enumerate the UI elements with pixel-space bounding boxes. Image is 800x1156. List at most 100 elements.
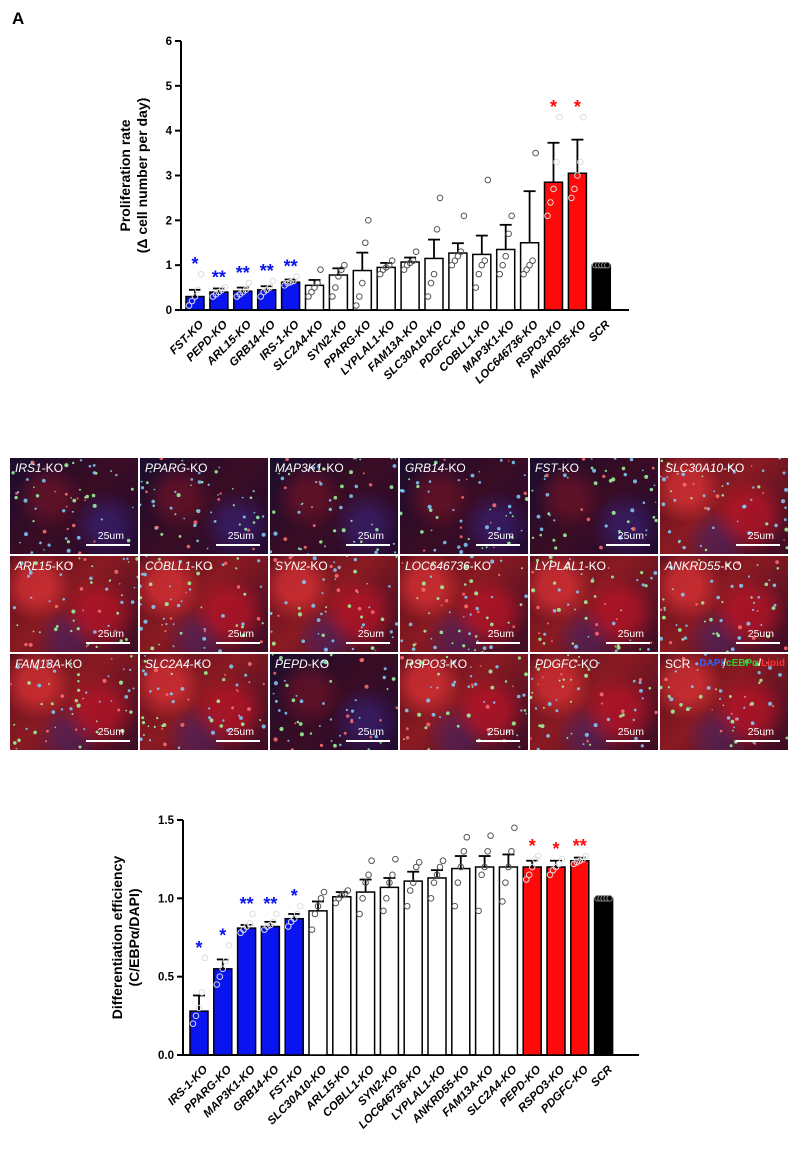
bar: [522, 866, 542, 1056]
scale-label: 25um: [747, 726, 774, 738]
tile-label: MAP3K1-KO: [275, 461, 344, 475]
data-point: [273, 910, 280, 918]
scale-bar: [346, 740, 390, 742]
panel-letter-a: A: [12, 9, 24, 28]
data-point: [556, 113, 563, 121]
bar: [593, 897, 614, 1056]
tile-suffix: -KO: [469, 559, 492, 573]
gene-name: FAM13A: [15, 657, 61, 671]
data-point: [362, 239, 369, 247]
scale-bar: [606, 642, 650, 644]
data-point: [460, 212, 468, 220]
data-point: [502, 252, 510, 260]
cell-nuclei: [140, 458, 266, 551]
data-point: [311, 910, 319, 918]
data-point: [460, 848, 468, 855]
data-point: [427, 895, 435, 902]
data-point: [478, 261, 486, 269]
data-point: [580, 113, 587, 121]
bar: [498, 866, 519, 1056]
tile-suffix: -KO: [445, 657, 468, 671]
data-point: [547, 199, 554, 206]
data-point: [553, 158, 560, 166]
y-tick-label: 1.5: [158, 815, 175, 827]
y-tick-label: 0.5: [158, 972, 175, 984]
micrograph-tile: GRB14-KO 25um: [400, 458, 528, 554]
gene-name: MAP3K1: [275, 461, 323, 475]
tile-suffix: -KO: [191, 559, 213, 573]
cell-nuclei: [10, 655, 135, 750]
data-point: [415, 859, 423, 866]
data-point: [532, 149, 539, 157]
proliferation-chart: A Proliferation rate(Δ cell number per da…: [12, 9, 629, 386]
scale-bar: [736, 740, 780, 742]
scale-bar: [606, 544, 650, 546]
y-tick-label: 6: [166, 36, 172, 48]
data-point: [245, 279, 253, 287]
tile-label: ARL15-KO: [15, 559, 73, 573]
cell-nuclei: [660, 458, 788, 552]
data-point: [368, 857, 375, 865]
tile-suffix: -KO: [307, 657, 330, 671]
data-point: [284, 279, 291, 287]
data-point: [216, 973, 224, 980]
data-point: [529, 257, 536, 264]
tile-suffix: -KO: [577, 657, 599, 671]
data-point: [478, 871, 485, 879]
legend-dapi: DAPI: [699, 658, 724, 669]
legend-cebp: cEBPα: [726, 658, 759, 669]
gene-name: SLC2A4: [145, 657, 190, 671]
data-point: [412, 248, 420, 256]
data-point: [400, 266, 408, 273]
data-point: [365, 871, 372, 879]
micrograph-tile: RSPO3-KO 25um: [400, 654, 528, 750]
significance-marker: *: [291, 886, 298, 906]
data-point: [511, 824, 518, 832]
scale-bar: [476, 740, 520, 742]
tile-suffix: -KO: [186, 461, 208, 475]
data-point: [508, 212, 516, 220]
data-point: [454, 879, 462, 886]
data-point: [308, 926, 316, 933]
significance-marker: **: [263, 894, 277, 914]
data-point: [481, 863, 488, 871]
micrograph-tile: FAM13A-KO 25um: [10, 654, 138, 750]
data-point: [427, 279, 435, 287]
y-axis-title-line2: (Δ cell number per day): [134, 98, 150, 254]
tile-suffix: -KO: [41, 461, 64, 475]
micrograph-tile: SLC30A10-KO 25um: [660, 458, 788, 554]
data-point: [356, 910, 363, 918]
data-point: [475, 270, 483, 278]
data-point: [522, 876, 530, 883]
micrograph-tile: ARL15-KO 25um: [10, 556, 138, 652]
tile-label: LOC646736-KO: [405, 559, 491, 573]
gene-name: LYPLAL1: [535, 559, 585, 573]
data-point: [197, 270, 205, 278]
data-point: [430, 879, 438, 886]
tile-label: SLC30A10-KO: [665, 461, 744, 475]
cell-nuclei: [400, 458, 528, 554]
data-point: [412, 863, 420, 871]
data-point: [185, 302, 193, 309]
y-tick-label: 3: [166, 171, 172, 183]
scale-label: 25um: [617, 530, 644, 542]
data-point: [439, 857, 447, 865]
gene-name: LOC646736: [405, 559, 470, 573]
scale-label: 25um: [487, 530, 514, 542]
data-point: [362, 879, 369, 886]
data-point: [359, 895, 366, 902]
tile-label: RSPO3-KO: [405, 657, 467, 671]
cell-nuclei: [12, 557, 138, 649]
significance-marker: **: [236, 263, 250, 283]
bar: [403, 880, 423, 1056]
data-point: [544, 212, 551, 220]
cell-nuclei: [270, 458, 397, 554]
tile-label: PEPD-KO: [275, 657, 329, 671]
scale-label: 25um: [747, 628, 774, 640]
scale-label: 25um: [357, 726, 384, 738]
data-point: [430, 270, 438, 278]
data-point: [365, 217, 372, 224]
tile-label: SLC2A4-KO: [145, 657, 211, 671]
scale-bar: [606, 740, 650, 742]
scale-label: 25um: [227, 530, 254, 542]
